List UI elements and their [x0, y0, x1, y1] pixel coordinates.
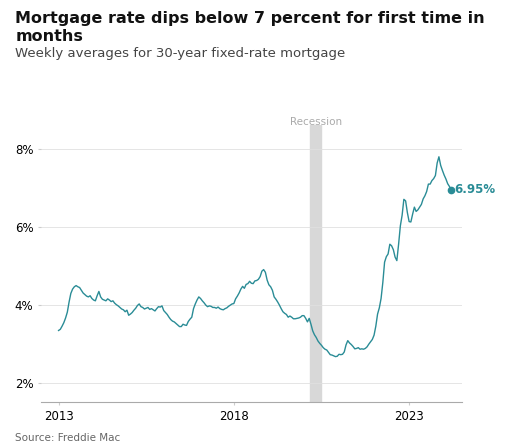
Text: 6.95%: 6.95% [454, 183, 495, 196]
Text: Weekly averages for 30-year fixed-rate mortgage: Weekly averages for 30-year fixed-rate m… [15, 47, 346, 60]
Text: Recession: Recession [290, 117, 342, 127]
Text: Mortgage rate dips below 7 percent for first time in months: Mortgage rate dips below 7 percent for f… [15, 11, 485, 43]
Text: Source: Freddie Mac: Source: Freddie Mac [15, 433, 121, 443]
Bar [310, 125, 322, 402]
